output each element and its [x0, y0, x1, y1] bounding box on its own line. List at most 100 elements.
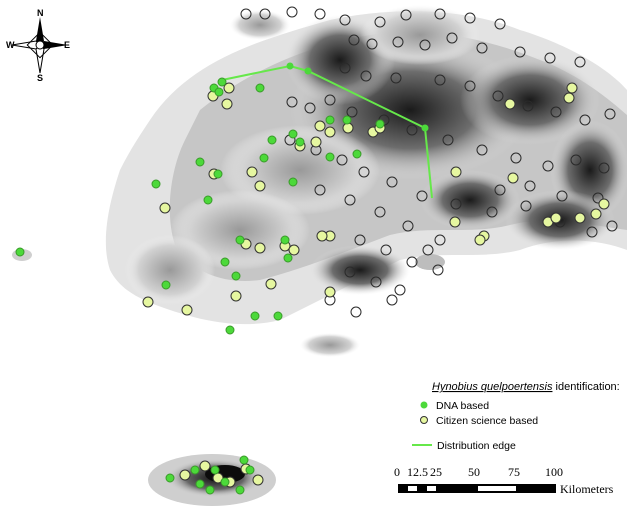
citizen-record-open-marker [348, 34, 360, 46]
dna-record-marker [235, 485, 245, 495]
dna-record-marker [342, 115, 352, 125]
dna-record-marker [165, 473, 175, 483]
compass-west-label: W [6, 40, 15, 50]
dna-record-marker [231, 271, 241, 281]
citizen-science-marker [324, 286, 336, 298]
citizen-science-marker [598, 198, 610, 210]
scale-tick-25: 25 [430, 465, 442, 479]
citizen-science-marker [181, 304, 193, 316]
citizen-record-open-marker [464, 80, 476, 92]
citizen-science-marker [590, 208, 602, 220]
legend-edge-label: Distribution edge [437, 440, 516, 452]
citizen-record-open-marker [464, 12, 476, 24]
scale-unit-label: Kilometers [560, 482, 614, 496]
dna-record-marker [288, 129, 298, 139]
citizen-science-marker [316, 230, 328, 242]
citizen-science-marker [563, 92, 575, 104]
dna-record-marker [220, 257, 230, 267]
scale-tick-0: 0 [394, 465, 400, 479]
citizen-record-open-marker [416, 190, 428, 202]
occurrence-points [15, 6, 618, 495]
dna-record-marker [267, 135, 277, 145]
citizen-record-open-marker [344, 194, 356, 206]
citizen-science-marker [199, 460, 211, 472]
citizen-record-open-marker [314, 8, 326, 20]
citizen-record-open-marker [476, 42, 488, 54]
citizen-record-open-marker [574, 56, 586, 68]
dna-record-marker [283, 253, 293, 263]
citizen-science-marker [314, 120, 326, 132]
citizen-record-open-marker [366, 38, 378, 50]
citizen-record-open-marker [394, 284, 406, 296]
citizen-science-marker [342, 122, 354, 134]
citizen-science-marker [566, 82, 578, 94]
citizen-record-open-marker [550, 106, 562, 118]
scale-tick-75: 75 [508, 465, 520, 479]
dna-record-marker [195, 157, 205, 167]
citizen-record-open-marker [446, 32, 458, 44]
dna-record-marker [220, 477, 230, 487]
citizen-record-open-marker [346, 106, 358, 118]
dna-record-marker [375, 119, 385, 129]
citizen-record-open-marker [450, 198, 462, 210]
dna-record-marker [195, 479, 205, 489]
citizen-record-open-marker [476, 144, 488, 156]
citizen-science-marker [550, 212, 562, 224]
dna-record-marker [245, 465, 255, 475]
scale-tick-50: 50 [468, 465, 480, 479]
citizen-science-marker [288, 244, 300, 256]
legend-dna-label: DNA based [436, 400, 489, 412]
dna-record-marker [280, 235, 290, 245]
dna-record-marker [255, 83, 265, 93]
citizen-record-open-marker [586, 226, 598, 238]
citizen-record-open-marker [402, 220, 414, 232]
citizen-science-marker [246, 166, 258, 178]
compass-rose: N S E W [6, 8, 70, 83]
citizen-record-open-marker [494, 184, 506, 196]
dna-record-marker [190, 465, 200, 475]
citizen-science-marker [221, 98, 233, 110]
citizen-record-open-marker [542, 160, 554, 172]
legend-title-rest: identification: [552, 381, 619, 393]
compass-north-label: N [37, 8, 44, 18]
citizen-record-open-marker [522, 100, 534, 112]
dna-record-marker [273, 311, 283, 321]
dna-record-marker [210, 465, 220, 475]
dna-record-marker [288, 177, 298, 187]
citizen-record-open-marker [344, 266, 356, 278]
citizen-science-marker [254, 242, 266, 254]
dna-record-marker [161, 280, 171, 290]
citizen-record-open-marker [350, 306, 362, 318]
dna-record-marker [235, 235, 245, 245]
citizen-record-open-marker [374, 206, 386, 218]
citizen-record-open-marker [360, 70, 372, 82]
citizen-record-open-marker [434, 234, 446, 246]
legend-title: Hynobius quelpoertensis identification: [432, 381, 620, 393]
citizen-science-marker [324, 126, 336, 138]
citizen-science-marker [574, 212, 586, 224]
citizen-record-open-marker [259, 8, 271, 20]
citizen-record-open-marker [286, 6, 298, 18]
citizen-record-open-marker [492, 90, 504, 102]
distribution-edge-vertex [286, 62, 294, 70]
citizen-record-open-marker [556, 190, 568, 202]
dna-record-marker [213, 169, 223, 179]
citizen-record-open-marker [406, 124, 418, 136]
citizen-record-open-marker [432, 264, 444, 276]
dna-record-marker [225, 325, 235, 335]
citizen-record-open-marker [286, 96, 298, 108]
dna-record-marker [203, 195, 213, 205]
citizen-science-marker [474, 234, 486, 246]
dna-record-marker [250, 311, 260, 321]
citizen-record-open-marker [606, 220, 618, 232]
citizen-record-open-marker [240, 8, 252, 20]
citizen-science-marker [254, 180, 266, 192]
citizen-record-open-marker [406, 256, 418, 268]
citizen-record-open-marker [579, 114, 591, 126]
citizen-record-open-marker [304, 102, 316, 114]
compass-south-label: S [37, 73, 43, 83]
citizen-science-marker [252, 474, 264, 486]
citizen-record-open-marker [598, 162, 610, 174]
scale-bar: 0 12.5 25 50 75 100 Kilometers [394, 465, 614, 496]
